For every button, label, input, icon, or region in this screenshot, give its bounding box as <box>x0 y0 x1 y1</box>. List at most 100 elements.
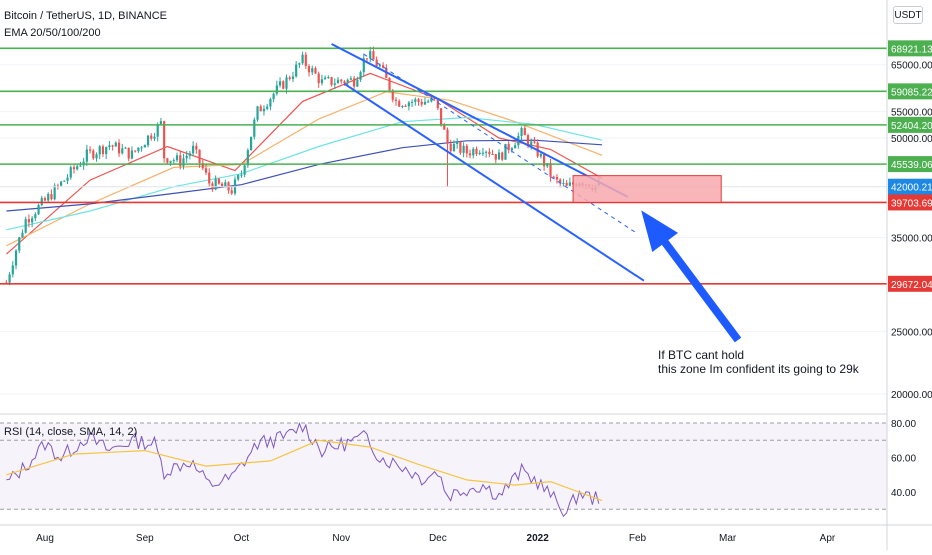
price-label-text: 39703.69 <box>891 198 932 209</box>
candle-body <box>391 90 394 100</box>
candle-body <box>507 143 510 151</box>
candle-body <box>221 183 224 187</box>
candle-body <box>365 58 369 60</box>
rsi-ma-line <box>6 439 603 502</box>
candle-body <box>179 155 182 167</box>
candle-body <box>140 147 143 149</box>
candle-body <box>27 219 30 223</box>
candle-body <box>436 98 439 109</box>
candle-body <box>95 154 98 159</box>
candle-body <box>353 78 356 87</box>
candle-body <box>24 219 27 233</box>
candle-body <box>243 165 246 175</box>
candle-body <box>427 101 430 103</box>
candle-body <box>201 163 204 169</box>
price-label-text: 68921.13 <box>891 44 932 55</box>
candle-body <box>159 121 163 125</box>
candle-body <box>53 185 56 200</box>
candle-body <box>497 152 501 160</box>
candle-body <box>259 106 262 112</box>
candle-body <box>501 152 504 160</box>
candle-body <box>430 97 433 102</box>
price-label-badge <box>888 275 932 292</box>
candle-body <box>375 59 378 67</box>
candle-body <box>188 153 191 156</box>
price-tick-label: 65000.00 <box>891 61 932 72</box>
price-label-text: 45539.06 <box>891 160 932 171</box>
currency-button[interactable]: USDT <box>893 6 923 24</box>
time-tick-label: Aug <box>36 533 54 544</box>
candle-body <box>69 167 72 178</box>
candle-body <box>237 174 240 180</box>
candle-body <box>275 85 278 94</box>
candle-body <box>407 102 410 107</box>
channel-lower-line <box>343 82 645 282</box>
candle-body <box>394 99 398 101</box>
candle-body <box>72 167 76 170</box>
time-tick-label: Apr <box>820 533 836 544</box>
candle-body <box>423 101 427 105</box>
channel-upper-line <box>331 43 629 198</box>
candle-body <box>472 148 475 156</box>
candle-body <box>172 160 175 162</box>
candle-body <box>559 179 562 184</box>
candle-body <box>185 155 188 159</box>
time-tick-label: Nov <box>332 533 350 544</box>
candle-body <box>340 79 343 82</box>
candle-body <box>478 152 481 155</box>
candle-body <box>568 182 571 186</box>
candle-body <box>549 163 552 177</box>
price-label-text: 29672.04 <box>891 280 932 291</box>
candle-body <box>336 79 340 84</box>
candle-body <box>488 151 491 154</box>
candle-body <box>468 153 472 156</box>
candle-body <box>343 81 346 84</box>
candle-body <box>40 198 43 206</box>
candle-body <box>85 149 88 162</box>
candle-body <box>156 124 159 137</box>
price-tick-label: 55000.00 <box>891 107 932 118</box>
rsi-tick-label: 60.00 <box>891 454 916 465</box>
candle-body <box>330 77 333 85</box>
candle-body <box>459 142 462 153</box>
candle-body <box>311 68 314 73</box>
candle-body <box>266 106 269 109</box>
candle-body <box>433 97 436 99</box>
candle-body <box>108 145 111 148</box>
candle-body <box>372 51 375 60</box>
candle-body <box>462 145 465 153</box>
candle-body <box>314 68 317 74</box>
candle-body <box>137 147 140 152</box>
candle-body <box>555 176 559 180</box>
candle-body <box>446 129 449 144</box>
annotation-line-2: this zone Im confident its going to 29k <box>658 362 859 376</box>
candle-body <box>192 145 195 154</box>
price-label-badge <box>888 83 932 100</box>
candle-body <box>378 65 381 67</box>
candle-body <box>295 64 298 77</box>
rsi-line <box>6 422 600 518</box>
candle-body <box>359 72 362 80</box>
price-label-badge <box>888 156 932 173</box>
rsi-tick-label: 80.00 <box>891 419 916 430</box>
candle-body <box>169 160 172 163</box>
candle-body <box>246 150 249 166</box>
candle-body <box>21 232 24 238</box>
candle-body <box>439 108 443 125</box>
rsi-tick-label: 40.00 <box>891 488 916 499</box>
candle-body <box>240 174 243 176</box>
candle-body <box>346 79 349 84</box>
candle-body <box>198 149 201 164</box>
candle-body <box>307 66 311 73</box>
highlight-zone <box>572 175 722 203</box>
time-tick-label: Mar <box>719 533 737 544</box>
candle-body <box>37 205 40 215</box>
candle-body <box>217 178 220 184</box>
candle-body <box>543 153 546 167</box>
candle-body <box>514 145 517 149</box>
candle-body <box>481 152 485 154</box>
candle-body <box>417 99 420 102</box>
annotation-line-1: If BTC cant hold <box>658 348 745 362</box>
